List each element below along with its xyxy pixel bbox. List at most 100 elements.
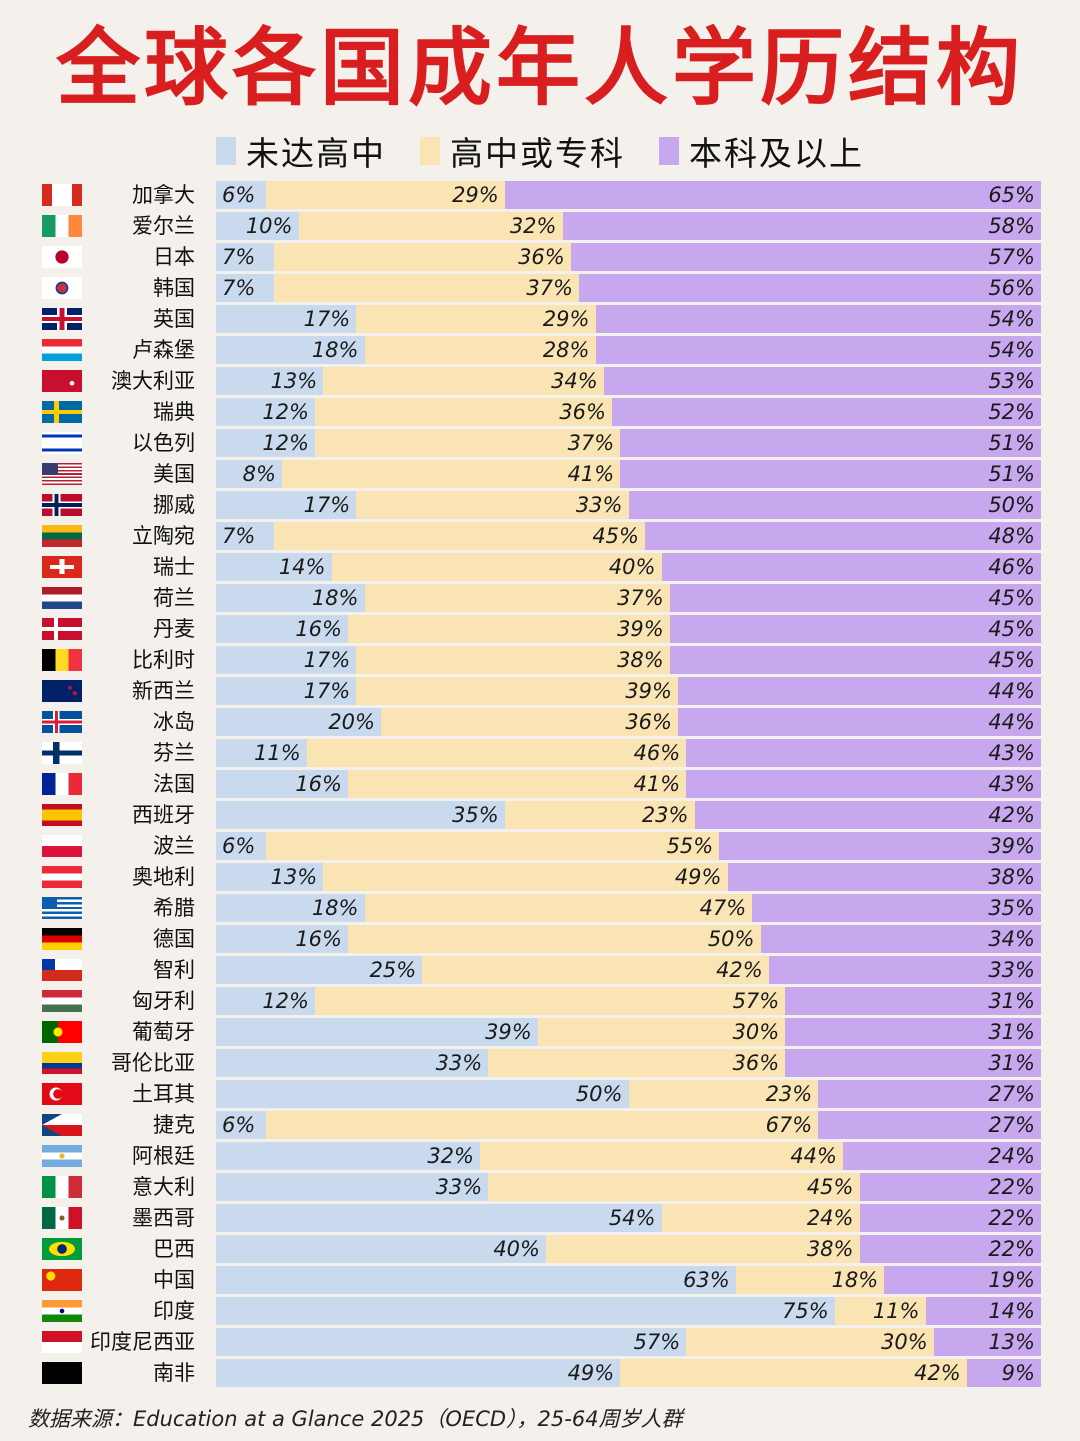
stacked-bar: 54% 24% 22% — [216, 1204, 1041, 1232]
data-label: 6% — [222, 834, 256, 858]
table-row: 哥伦比亚 33% 36% 31% — [0, 1049, 1080, 1077]
bar-segment-high-school: 18% — [735, 1266, 885, 1294]
legend-label: 本科及以上 — [689, 134, 864, 173]
bar-segment-high-school: 30% — [686, 1328, 934, 1356]
stacked-bar: 50% 23% 27% — [216, 1080, 1041, 1108]
data-label: 39% — [485, 1020, 532, 1044]
country-label: 澳大利亚 — [111, 369, 195, 393]
legend-swatch — [659, 137, 679, 165]
stacked-bar: 63% 18% 19% — [216, 1266, 1041, 1294]
data-label: 30% — [732, 1020, 780, 1044]
table-row: 南非 49% 42% 9% — [0, 1359, 1080, 1387]
table-row: 奥地利 13% 49% 38% — [0, 863, 1080, 891]
country-label: 冰岛 — [153, 710, 195, 734]
flag-icon-br — [42, 1238, 82, 1260]
country-label: 美国 — [153, 462, 195, 486]
table-row: 韩国 7% 37% 56% — [0, 274, 1080, 302]
data-label: 45% — [988, 617, 1035, 641]
stacked-bar: 12% 36% 52% — [216, 398, 1041, 426]
table-row: 比利时 17% 38% 45% — [0, 646, 1080, 674]
table-row: 日本 7% 36% 57% — [0, 243, 1080, 271]
stacked-bar: 33% 45% 22% — [216, 1173, 1041, 1201]
data-label: 18% — [311, 338, 359, 362]
data-label: 41% — [633, 772, 681, 796]
stacked-bar: 17% 29% 54% — [216, 305, 1041, 333]
data-label: 32% — [509, 214, 557, 238]
bar-segment-bachelor: 14% — [925, 1297, 1041, 1325]
table-row: 希腊 18% 47% 35% — [0, 894, 1080, 922]
data-label: 33% — [575, 493, 623, 517]
bar-segment-bachelor: 9% — [966, 1359, 1041, 1387]
data-label: 22% — [988, 1206, 1035, 1230]
bar-segment-below-high-school: 18% — [216, 336, 365, 364]
flag-icon-se — [42, 401, 82, 423]
bar-segment-bachelor: 13% — [933, 1328, 1041, 1356]
bar-segment-below-high-school: 33% — [216, 1173, 489, 1201]
bar-segment-bachelor: 33% — [768, 956, 1041, 984]
data-label: 12% — [262, 989, 309, 1013]
flag-icon-fi — [42, 742, 82, 764]
data-label: 50% — [707, 927, 755, 951]
legend-item-high-school: 高中或专科 — [420, 127, 625, 175]
table-row: 挪威 17% 33% 50% — [0, 491, 1080, 519]
flag-icon-is — [42, 711, 82, 733]
table-row: 墨西哥 54% 24% 22% — [0, 1204, 1080, 1232]
bar-segment-bachelor: 46% — [661, 553, 1041, 581]
data-label: 54% — [988, 338, 1035, 362]
flag-icon-nz — [42, 680, 82, 702]
bar-segment-bachelor: 45% — [669, 615, 1041, 643]
bar-segment-high-school: 29% — [265, 181, 505, 209]
data-label: 51% — [988, 431, 1035, 455]
country-label: 希腊 — [153, 896, 195, 920]
data-label: 33% — [435, 1051, 483, 1075]
bar-segment-below-high-school: 40% — [216, 1235, 546, 1263]
data-label: 37% — [617, 586, 664, 610]
bar-segment-bachelor: 27% — [818, 1111, 1041, 1139]
bar-segment-below-high-school: 75% — [216, 1297, 835, 1325]
data-label: 30% — [881, 1330, 928, 1354]
table-row: 印度尼西亚 57% 30% 13% — [0, 1328, 1080, 1356]
legend-swatch — [216, 137, 236, 165]
country-label: 印度尼西亚 — [90, 1330, 195, 1354]
flag-icon-au — [42, 370, 82, 392]
bar-segment-high-school: 11% — [834, 1297, 926, 1325]
bar-segment-high-school: 36% — [315, 398, 612, 426]
bar-segment-bachelor: 58% — [562, 212, 1041, 240]
data-label: 42% — [988, 803, 1035, 827]
flag-icon-mx — [42, 1207, 82, 1229]
bar-segment-below-high-school: 12% — [216, 987, 315, 1015]
bar-segment-bachelor: 48% — [645, 522, 1041, 550]
country-label: 捷克 — [153, 1113, 195, 1137]
data-label: 34% — [988, 927, 1035, 951]
bar-segment-bachelor: 43% — [686, 770, 1041, 798]
bar-segment-high-school: 30% — [537, 1018, 786, 1046]
bar-segment-below-high-school: 13% — [216, 367, 324, 395]
data-label: 31% — [988, 1051, 1035, 1075]
flag-icon-id — [42, 1331, 82, 1353]
bar-segment-below-high-school: 16% — [216, 925, 348, 953]
bar-segment-high-school: 38% — [546, 1235, 860, 1263]
data-label: 44% — [988, 710, 1035, 734]
bar-segment-below-high-school: 17% — [216, 646, 357, 674]
country-label: 荷兰 — [153, 586, 195, 610]
data-label: 31% — [988, 989, 1035, 1013]
bar-segment-below-high-school: 16% — [216, 770, 348, 798]
bar-segment-below-high-school: 11% — [216, 739, 307, 767]
country-label: 比利时 — [132, 648, 195, 672]
legend-item-below-high-school: 未达高中 — [216, 127, 386, 175]
flag-icon-fr — [42, 773, 82, 795]
bar-segment-high-school: 45% — [273, 522, 645, 550]
country-label: 瑞士 — [153, 555, 195, 579]
data-label: 18% — [311, 896, 359, 920]
bar-segment-bachelor: 65% — [504, 181, 1041, 209]
data-label: 36% — [559, 400, 606, 424]
stacked-bar: 6% 67% 27% — [216, 1111, 1041, 1139]
country-label: 印度 — [153, 1299, 195, 1323]
bar-segment-high-school: 36% — [381, 708, 678, 736]
data-label: 28% — [542, 338, 590, 362]
country-label: 巴西 — [153, 1237, 195, 1261]
bar-segment-high-school: 67% — [265, 1111, 819, 1139]
data-label: 63% — [683, 1268, 730, 1292]
data-label: 50% — [575, 1082, 623, 1106]
bar-segment-bachelor: 44% — [678, 708, 1041, 736]
